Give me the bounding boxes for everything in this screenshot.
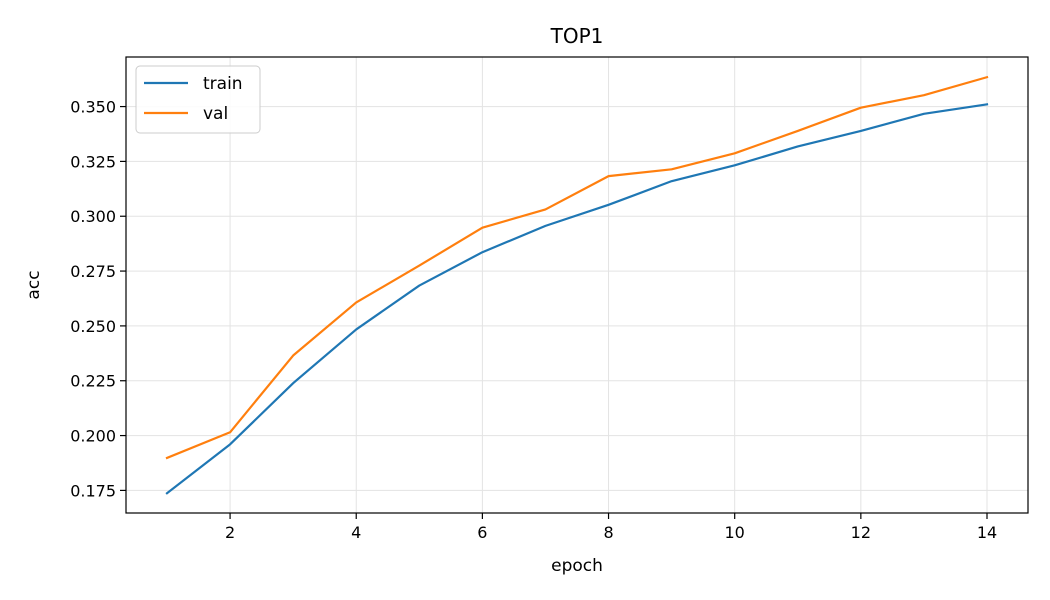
grid [126,57,1028,513]
series-line-val [165,75,989,460]
legend: train val [135,65,261,134]
x-tick-label: 2 [225,523,235,542]
x-tick-label: 14 [977,523,997,542]
x-tick-label: 4 [351,523,361,542]
legend-label-train: train [203,74,243,94]
x-tick-label: 8 [603,523,613,542]
y-axis-title: acc [24,270,44,299]
y-tick-label: 0.225 [70,372,116,391]
x-tick-label: 12 [851,523,871,542]
y-tick-label: 0.325 [70,152,116,171]
y-tick-label: 0.200 [70,427,116,446]
chart-title: TOP1 [550,24,604,48]
ticks: 2 4 6 8 10 12 14 0.175 0.200 0.225 0.250 0.275 0.300… [70,98,997,542]
x-tick-label: 10 [725,523,745,542]
y-tick-label: 0.250 [70,317,116,336]
y-tick-label: 0.350 [70,98,116,117]
y-tick-label: 0.300 [70,207,116,226]
plot-frame [125,56,1029,514]
series-line-train [165,103,989,495]
x-tick-label: 6 [477,523,487,542]
y-tick-label: 0.175 [70,481,116,500]
x-axis-title: epoch [551,556,603,576]
series-layer [165,75,989,495]
y-tick-label: 0.275 [70,262,116,281]
legend-label-val: val [203,104,228,124]
